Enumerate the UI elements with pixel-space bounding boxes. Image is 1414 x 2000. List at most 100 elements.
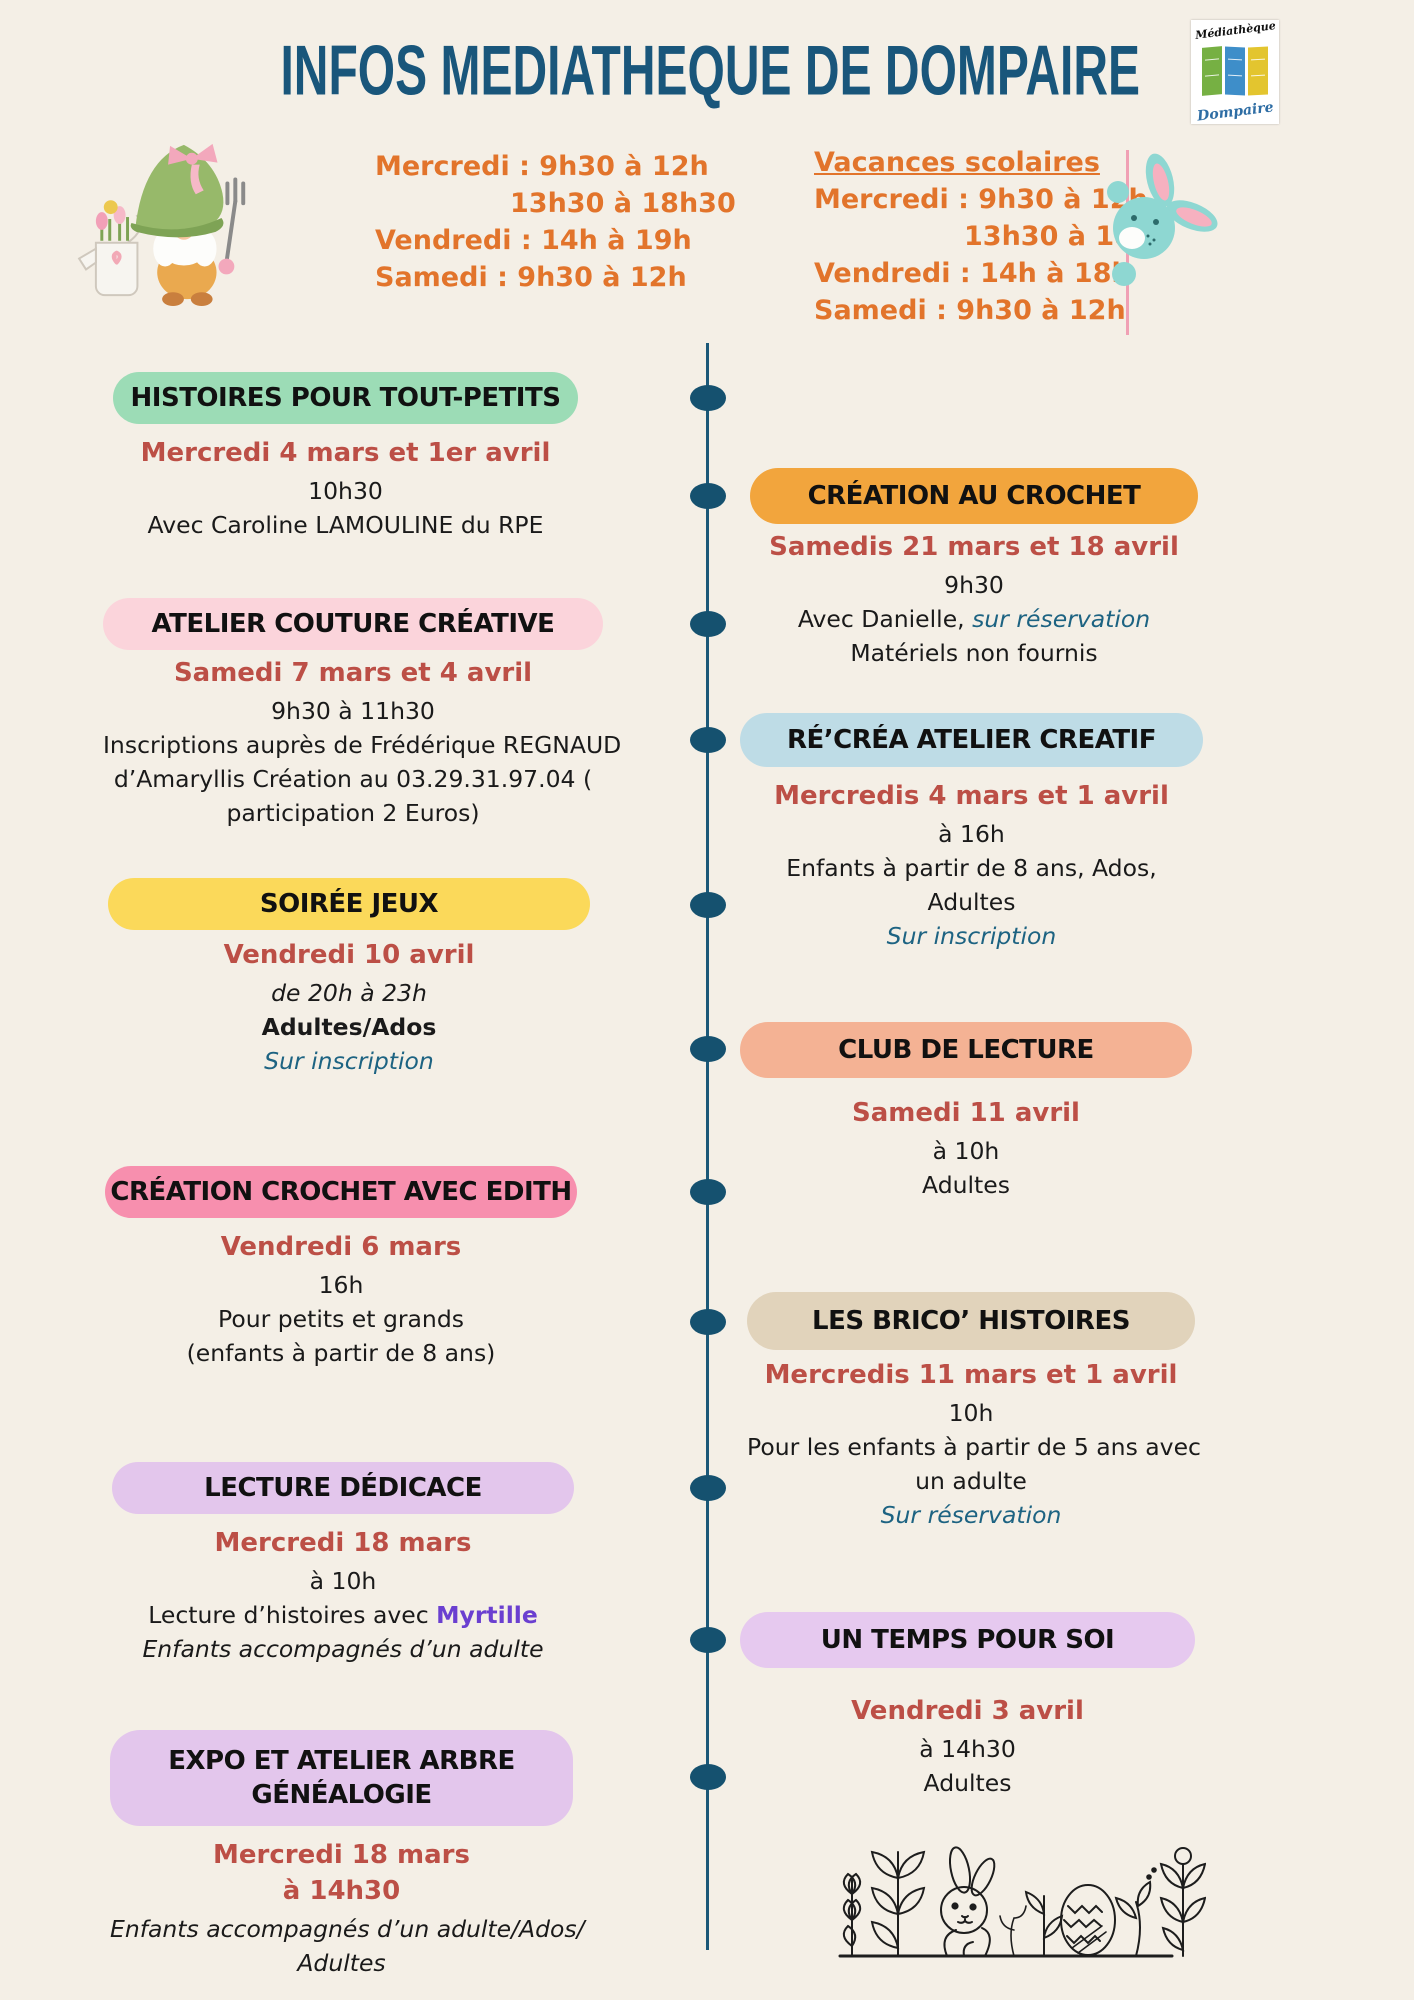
hours-line: Vendredi : 14h à 18h	[814, 258, 1131, 289]
event-pill: UN TEMPS POUR SOI	[740, 1612, 1195, 1668]
event-date: Mercredi 4 mars et 1er avril	[140, 438, 551, 468]
event-line: Avec Caroline LAMOULINE du RPE	[147, 511, 544, 539]
event-card-histoires: HISTOIRES POUR TOUT-PETITS Mercredi 4 ma…	[113, 372, 578, 542]
event-line: Lecture d’histoires avec Myrtille	[112, 1598, 574, 1632]
event-date: Mercredi 18 mars	[213, 1840, 470, 1870]
event-date: Samedis 21 mars et 18 avril	[769, 532, 1179, 562]
hours-line: Vendredi : 14h à 19h	[375, 225, 692, 256]
event-line: Adultes	[297, 1949, 386, 1977]
timeline-dot	[690, 1627, 726, 1653]
event-card-couture: ATELIER COUTURE CRÉATIVE Samedi 7 mars e…	[103, 598, 621, 830]
event-title: ATELIER COUTURE CRÉATIVE	[151, 609, 555, 639]
logo-panel-blue	[1225, 45, 1245, 96]
event-pill: LES BRICO’ HISTOIRES	[747, 1292, 1195, 1350]
event-line: Sur inscription	[264, 1047, 434, 1075]
event-line: à 14h30	[919, 1735, 1016, 1763]
bunny-illustration	[1107, 153, 1218, 286]
event-line: 16h	[318, 1271, 364, 1299]
event-date: Vendredi 3 avril	[851, 1696, 1084, 1726]
event-title: LECTURE DÉDICACE	[204, 1473, 482, 1503]
logo-panel-green	[1202, 45, 1222, 96]
event-pill: ATELIER COUTURE CRÉATIVE	[103, 598, 603, 650]
opening-hours-vacation: Vacances scolaires Mercredi : 9h30 à 12h…	[814, 144, 1152, 329]
event-line: Matériels non fournis	[850, 639, 1098, 667]
timeline-dot	[690, 727, 726, 753]
event-pill: CRÉATION AU CROCHET	[750, 468, 1198, 524]
timeline-dot	[690, 1764, 726, 1790]
event-card-lecture-dedicace: LECTURE DÉDICACE Mercredi 18 mars à 10h …	[112, 1462, 574, 1666]
event-line: 10h30	[308, 477, 383, 505]
gnome-illustration	[77, 143, 246, 307]
event-line-highlight: Myrtille	[436, 1601, 538, 1629]
timeline-dot	[690, 611, 726, 637]
hours-line: Samedi : 9h30 à 12h	[814, 295, 1126, 326]
event-line: Pour petits et grands	[218, 1305, 464, 1333]
event-line: de 20h à 23h	[271, 979, 427, 1007]
event-date: Mercredi 18 mars	[214, 1528, 472, 1558]
event-title: HISTOIRES POUR TOUT-PETITS	[130, 383, 561, 413]
timeline	[706, 343, 709, 1950]
event-line: à 16h	[938, 820, 1005, 848]
logo-panel-yellow	[1248, 45, 1268, 96]
timeline-dot	[690, 1475, 726, 1501]
event-title: RÉ’CRÉA ATELIER CREATIF	[786, 725, 1157, 755]
event-card-brico-histoires: LES BRICO’ HISTOIRES Mercredis 11 mars e…	[747, 1292, 1201, 1532]
timeline-dot	[690, 1179, 726, 1205]
event-card-soiree-jeux: SOIRÉE JEUX Vendredi 10 avril de 20h à 2…	[108, 878, 590, 1078]
event-line: Enfants accompagnés d’un adulte	[142, 1635, 544, 1663]
event-card-expo-genealogie: EXPO ET ATELIER ARBRE GÉNÉALOGIE Mercred…	[110, 1730, 585, 1980]
poster-title-text: INFOS MEDIATHEQUE DE DOMPAIRE	[280, 30, 1140, 110]
event-date: Samedi 7 mars et 4 avril	[173, 658, 533, 688]
hours-line: 13h30 à 18h30	[510, 188, 736, 219]
event-pill: SOIRÉE JEUX	[108, 878, 590, 930]
timeline-dot	[690, 1036, 726, 1062]
logo-name-text: Médiathèque	[1194, 19, 1276, 42]
event-card-crochet-edith: CRÉATION CROCHET AVEC EDITH Vendredi 6 m…	[105, 1166, 577, 1370]
hours-line: Mercredi : 9h30 à 12h	[375, 151, 709, 182]
hours-line: 13h30 à 18h	[964, 221, 1153, 252]
opening-hours-regular: Mercredi : 9h30 à 12h 13h30 à 18h30 Vend…	[375, 148, 736, 296]
timeline-dot	[690, 385, 726, 411]
event-line: Adultes	[922, 1171, 1010, 1199]
hours-line: Samedi : 9h30 à 12h	[375, 262, 687, 293]
event-date: Samedi 11 avril	[852, 1098, 1080, 1128]
event-line: Pour les enfants à partir de 5 ans avec	[747, 1433, 1201, 1461]
event-line: à 10h	[932, 1137, 1000, 1165]
event-pill: HISTOIRES POUR TOUT-PETITS	[113, 372, 578, 424]
event-title: CRÉATION CROCHET AVEC EDITH	[110, 1177, 572, 1207]
event-title: EXPO ET ATELIER ARBRE	[168, 1746, 515, 1776]
event-date: Vendredi 10 avril	[223, 940, 475, 970]
event-title: CLUB DE LECTURE	[838, 1035, 1094, 1065]
event-line: participation 2 Euros)	[226, 799, 480, 827]
event-title: CRÉATION AU CROCHET	[807, 481, 1141, 511]
timeline-dot	[690, 483, 726, 509]
event-line: un adulte	[915, 1467, 1027, 1495]
event-pill: EXPO ET ATELIER ARBRE GÉNÉALOGIE	[110, 1730, 573, 1826]
event-line: Sur inscription	[886, 922, 1057, 950]
event-card-creation-crochet: CRÉATION AU CROCHET Samedis 21 mars et 1…	[750, 468, 1198, 670]
event-pill: RÉ’CRÉA ATELIER CREATIF	[740, 713, 1203, 767]
event-line-note: sur réservation	[972, 605, 1151, 633]
event-line: Enfants à partir de 8 ans, Ados,	[786, 854, 1157, 882]
library-logo: Médiathèque Dompaire	[1191, 19, 1279, 125]
event-pill: LECTURE DÉDICACE	[112, 1462, 574, 1514]
event-date: Vendredi 6 mars	[220, 1232, 462, 1262]
timeline-dot	[690, 1309, 726, 1335]
event-line: Adultes/Ados	[261, 1013, 437, 1041]
event-line: 10h	[948, 1399, 994, 1427]
event-line-text: Lecture d’histoires avec	[148, 1601, 437, 1629]
event-title: LES BRICO’ HISTOIRES	[812, 1306, 1130, 1336]
event-line: Adultes	[927, 888, 1016, 916]
event-line-text: Avec Danielle,	[797, 605, 973, 633]
event-line: Avec Danielle, sur réservation	[750, 602, 1198, 636]
easter-line-art-illustration	[838, 1846, 1206, 1958]
hours-heading: Vacances scolaires	[814, 147, 1100, 178]
event-line: 9h30 à 11h30	[271, 697, 435, 725]
event-line: d’Amaryllis Création au 03.29.31.97.04 (	[113, 765, 593, 793]
event-line: 9h30	[944, 571, 1004, 599]
event-line: (enfants à partir de 8 ans)	[186, 1339, 496, 1367]
event-line: Sur réservation	[880, 1501, 1062, 1529]
event-card-club-lecture: CLUB DE LECTURE Samedi 11 avril à 10h Ad…	[740, 1022, 1192, 1202]
event-line: à 10h	[309, 1567, 377, 1595]
logo-city-text: Dompaire	[1195, 99, 1275, 125]
